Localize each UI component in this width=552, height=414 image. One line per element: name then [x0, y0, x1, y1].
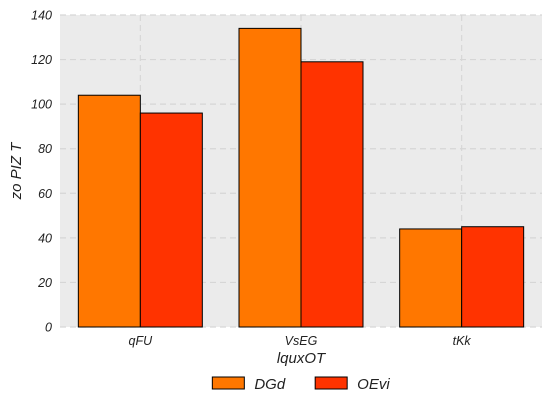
y-axis-ticks: 0 20 40 60 80 100 120 140 — [31, 9, 52, 335]
y-tick-label: 100 — [31, 98, 52, 112]
legend: DGd OEvi — [211, 376, 390, 393]
bar-OEvi-qFU — [139, 112, 203, 328]
y-tick-label: 120 — [31, 53, 52, 67]
bar-DGd-VsEG — [238, 27, 302, 328]
y-axis-title: zo PIZ T — [8, 141, 25, 201]
bar-DGd-qFU — [77, 94, 141, 328]
y-tick-label: 20 — [37, 276, 52, 290]
x-tick-label: qFU — [129, 334, 154, 348]
y-tick-label: 80 — [38, 142, 52, 156]
x-tick-label: VsEG — [285, 334, 318, 348]
legend-label: DGd — [254, 376, 286, 393]
x-axis-ticks: qFU VsEG tKk — [129, 334, 472, 348]
y-tick-label: 0 — [45, 321, 52, 335]
bar-OEvi-tKk — [461, 226, 525, 328]
legend-swatch — [314, 376, 348, 390]
bars — [77, 27, 525, 328]
bar-OEvi-VsEG — [300, 61, 364, 328]
y-tick-label: 40 — [38, 231, 52, 245]
y-tick-label: 60 — [38, 187, 52, 201]
legend-label: OEvi — [357, 376, 390, 393]
legend-swatch — [211, 376, 245, 390]
x-axis-title: lquxOT — [277, 350, 327, 367]
y-tick-label: 140 — [31, 9, 52, 23]
x-tick-label: tKk — [453, 334, 472, 348]
bar-DGd-tKk — [399, 228, 463, 328]
